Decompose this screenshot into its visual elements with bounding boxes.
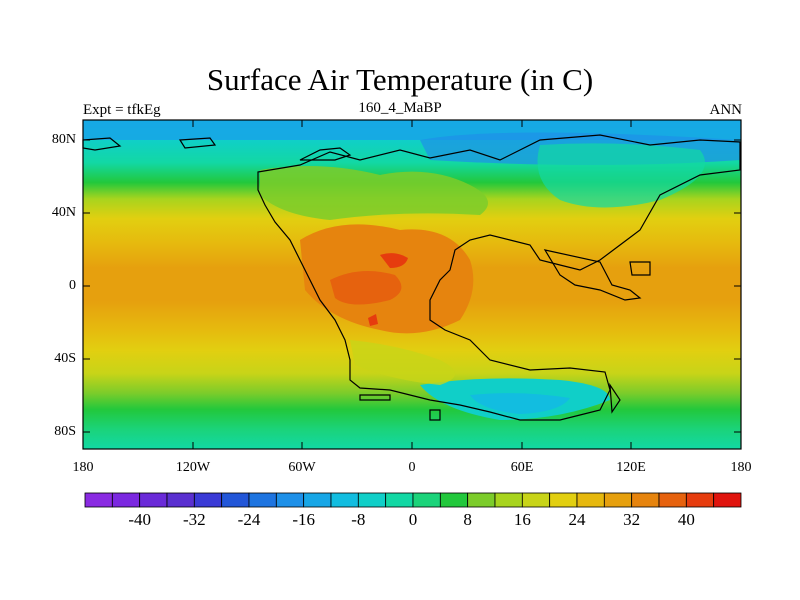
lat-label-40s: 40S xyxy=(54,351,76,366)
colorbar-box xyxy=(685,492,715,508)
lon-label-180e: 180 xyxy=(730,460,752,475)
hot-core-3 xyxy=(368,314,378,326)
colorbar-label: -32 xyxy=(182,510,206,529)
colorbar-label: 0 xyxy=(408,510,418,529)
lon-label-60e: 60E xyxy=(510,460,534,475)
south-coldest xyxy=(470,393,570,414)
colorbar-label: -16 xyxy=(292,510,315,529)
lon-ticks xyxy=(82,120,742,449)
colorbar-box xyxy=(576,492,605,508)
lat-label-80s: 80S xyxy=(54,424,76,439)
colorbar-label: -40 xyxy=(128,510,151,529)
colorbar-box xyxy=(357,492,387,508)
colorbar-box xyxy=(439,492,469,508)
colorbar-box xyxy=(111,492,141,508)
lon-label-120e: 120E xyxy=(616,460,646,475)
colorbar-box xyxy=(494,492,523,508)
experiment-label: Expt = tfkEg xyxy=(83,102,161,118)
lat-label-0: 0 xyxy=(69,278,76,293)
colorbar-box xyxy=(412,492,441,508)
temperature-field xyxy=(83,120,741,449)
colorbar-box xyxy=(221,492,250,508)
colorbar-label: 32 xyxy=(623,510,641,529)
colorbar-box xyxy=(467,492,496,508)
colorbar-box xyxy=(275,492,305,508)
lon-label-0: 0 xyxy=(408,460,416,475)
laurasia-band xyxy=(260,166,488,220)
colorbar-box xyxy=(631,492,660,508)
colorbar xyxy=(84,492,742,508)
colorbar-box xyxy=(248,492,277,508)
colorbar-box xyxy=(330,492,359,508)
colorbar-box xyxy=(658,492,687,508)
colorbar-box xyxy=(521,492,551,508)
north-east-continent xyxy=(537,143,705,208)
lat-label-80n: 80N xyxy=(51,132,76,147)
lat-label-40n: 40N xyxy=(51,205,76,220)
colorbar-label: -24 xyxy=(237,510,261,529)
time-label: 160_4_MaBP xyxy=(358,100,442,116)
colorbar-box xyxy=(139,492,168,508)
south-mid xyxy=(350,340,455,385)
colorbar-label: 16 xyxy=(513,510,531,529)
lon-label-60w: 60W xyxy=(288,460,316,475)
colorbar-box xyxy=(84,492,113,508)
colorbar-box xyxy=(193,492,223,508)
colorbar-box xyxy=(549,492,578,508)
coastlines xyxy=(82,134,741,421)
colorbar-label: 40 xyxy=(677,510,695,529)
map-title: Surface Air Temperature (in C) xyxy=(206,62,594,97)
colorbar-label: 24 xyxy=(568,510,586,529)
colorbar-box xyxy=(385,492,414,508)
lon-label-120w: 120W xyxy=(175,460,211,475)
hot-core-1 xyxy=(330,271,402,305)
colorbar-label: -8 xyxy=(351,510,366,529)
lon-label-180w: 180 xyxy=(72,460,94,475)
lat-ticks xyxy=(83,139,741,433)
colorbar-label: 8 xyxy=(463,510,472,529)
hot-core-2 xyxy=(380,253,408,268)
colorbar-box xyxy=(303,492,332,508)
colorbar-box xyxy=(713,492,742,508)
colorbar-box xyxy=(166,492,195,508)
colorbar-box xyxy=(603,492,633,508)
season-label: ANN xyxy=(709,102,743,118)
